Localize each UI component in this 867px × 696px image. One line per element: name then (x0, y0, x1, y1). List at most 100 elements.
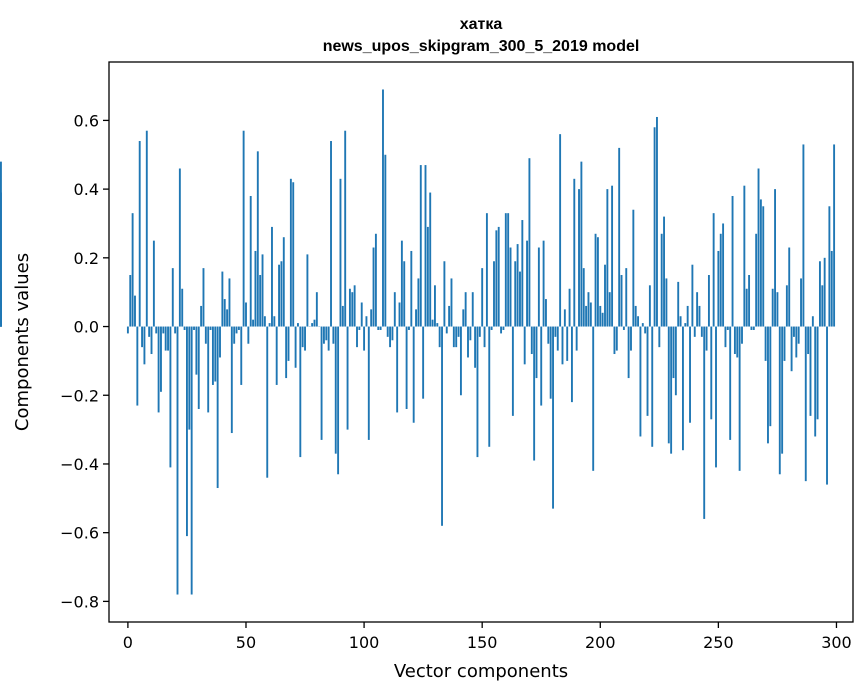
bar-211 (625, 268, 628, 327)
bar-29 (195, 326, 198, 375)
bar-30 (197, 326, 200, 409)
bar-137 (450, 278, 453, 327)
bar-78 (311, 323, 314, 327)
x-axis-ticks: 0 50 100 150 200 250 300 (123, 622, 852, 652)
bar-151 (483, 326, 486, 348)
bar-181 (554, 326, 557, 337)
bar-185 (563, 309, 566, 327)
bar-94 (348, 288, 351, 327)
bar-88 (334, 326, 337, 454)
bar-213 (630, 326, 632, 351)
bar-178 (547, 326, 550, 344)
bar-270 (764, 326, 767, 361)
bar-140 (457, 326, 460, 337)
bar-287 (804, 326, 807, 482)
bar-58 (263, 316, 266, 327)
bar-138 (452, 326, 455, 348)
bar-203 (606, 189, 609, 327)
bar-130 (434, 285, 436, 327)
bar-165 (516, 244, 519, 327)
bar-69 (289, 178, 292, 327)
bar-263 (748, 275, 751, 327)
bar-62 (273, 316, 276, 327)
bar-161 (507, 213, 510, 327)
bar-170 (528, 158, 531, 327)
bar-71 (294, 326, 297, 368)
bar-146 (471, 292, 474, 327)
bar-10 (150, 326, 153, 355)
bar-286 (802, 144, 805, 327)
y-tick-label: −0.2 (60, 386, 99, 405)
bar-182 (556, 326, 559, 351)
bar-253 (724, 326, 727, 348)
bar-195 (587, 292, 590, 327)
bar-268 (759, 199, 762, 327)
bar-258 (736, 326, 739, 358)
bar-86 (330, 141, 332, 327)
bar-117 (403, 261, 406, 327)
bar-76 (306, 254, 309, 327)
bar-2 (131, 213, 134, 327)
bar-85 (327, 326, 330, 351)
bar-104 (372, 247, 375, 327)
bar-103 (370, 309, 373, 327)
bar-276 (778, 326, 781, 475)
bars-group (0, 89, 836, 595)
bar-237 (686, 305, 689, 327)
bar-152 (485, 213, 488, 327)
bar-4 (136, 326, 139, 406)
bar-248 (712, 213, 715, 327)
bar-100 (363, 326, 366, 351)
bar-259 (738, 326, 741, 471)
bar-14 (160, 326, 162, 392)
x-tick-label: 150 (467, 633, 498, 652)
bar-145 (469, 326, 472, 341)
bar-247 (710, 326, 713, 420)
bar-155 (493, 261, 495, 327)
x-tick-label: 100 (349, 633, 380, 652)
bar-208 (618, 147, 621, 327)
bar-285 (800, 278, 802, 327)
bar-255 (729, 326, 732, 440)
bar-158 (500, 326, 503, 334)
bar-162 (509, 247, 512, 327)
y-tick-label: 0.0 (74, 318, 99, 337)
bar-148 (476, 326, 479, 458)
bar-50 (245, 302, 247, 327)
y-tick-label: 0.6 (74, 111, 99, 130)
bar-57 (261, 254, 264, 327)
bar-243 (700, 326, 703, 337)
bar-24 (183, 326, 186, 330)
bar-189 (573, 178, 576, 327)
bar-297 (828, 206, 831, 327)
bar-53 (252, 319, 255, 327)
bar-92 (344, 130, 347, 327)
bar-176 (542, 240, 545, 327)
bar-294 (821, 285, 824, 327)
y-tick-label: −0.8 (60, 592, 99, 611)
bar-256 (731, 195, 734, 327)
bar-6 (141, 326, 144, 348)
bar-90 (339, 178, 342, 327)
bar-291 (814, 326, 817, 437)
bar-271 (767, 326, 769, 444)
bar-267 (757, 168, 760, 327)
bar-60 (268, 323, 271, 327)
bar-126 (424, 165, 427, 327)
bar-55 (256, 151, 259, 327)
bar-121 (412, 326, 415, 423)
bar-242 (698, 305, 701, 327)
bar-147 (474, 326, 477, 368)
bar-220 (646, 326, 649, 416)
bar-163 (511, 326, 514, 416)
bar-296 (826, 326, 828, 485)
bar-131 (436, 323, 439, 327)
bar-64 (278, 264, 280, 327)
bar-260 (741, 326, 743, 344)
bar-101 (365, 316, 368, 327)
bar-23 (181, 288, 184, 327)
bar-219 (644, 326, 647, 334)
bar-293 (818, 261, 821, 327)
bar-42 (226, 309, 229, 327)
bar-136 (448, 305, 451, 327)
